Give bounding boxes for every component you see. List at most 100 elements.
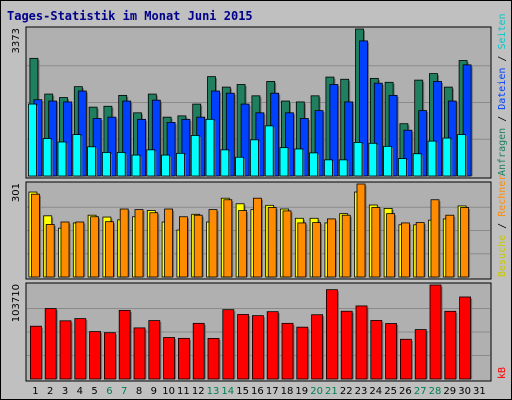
hits-bar-dateien-day-7 — [116, 152, 126, 177]
visits-bar-rechner-day-24 — [371, 207, 381, 278]
visits-bar-rechner-day-18 — [282, 210, 292, 278]
x-tick-label-day-14: 14 — [221, 386, 234, 397]
kbytes-bar-kb-day-30 — [459, 296, 472, 380]
x-tick-label-day-5: 5 — [91, 386, 97, 397]
visits-bar-rechner-day-4 — [75, 221, 85, 278]
kbytes-bar-kb-day-16 — [251, 315, 264, 380]
x-tick-label-day-13: 13 — [207, 386, 220, 397]
side-legend-0: Anfragen / Dateien / Seiten — [497, 13, 508, 176]
visits-bar-rechner-day-23 — [356, 183, 366, 278]
kbytes-bar-kb-day-21 — [325, 289, 338, 380]
kbytes-bar-kb-day-11 — [177, 337, 190, 380]
x-tick-label-day-28: 28 — [429, 386, 442, 397]
hits-bar-dateien-day-20 — [309, 152, 319, 177]
side-legend-text-kb: kB — [497, 367, 508, 379]
visits-bar-rechner-day-13 — [208, 209, 218, 278]
side-legend-text-anfragen: Anfragen — [497, 128, 508, 176]
hits-bar-dateien-day-19 — [294, 148, 304, 177]
visits-bar-rechner-day-28 — [430, 199, 440, 278]
hits-bar-dateien-day-11 — [175, 152, 185, 177]
x-tick-label-day-6: 6 — [106, 386, 112, 397]
kbytes-bar-kb-day-7 — [118, 309, 131, 380]
kbytes-bar-kb-day-6 — [104, 332, 116, 380]
x-tick-label-day-27: 27 — [414, 386, 427, 397]
x-tick-label-day-9: 9 — [151, 386, 157, 397]
hits-ymax-label: 3373 — [11, 28, 22, 53]
visits-bar-rechner-day-7 — [119, 208, 129, 278]
kbytes-bar-kb-day-13 — [207, 338, 220, 380]
hits-bar-dateien-day-15 — [235, 156, 245, 177]
hits-bar-dateien-day-1 — [27, 103, 37, 177]
hits-bar-dateien-day-29 — [442, 137, 452, 177]
visits-bar-rechner-day-6 — [105, 221, 114, 278]
kbytes-bar-kb-day-27 — [414, 329, 427, 380]
x-tick-label-day-16: 16 — [251, 386, 264, 397]
side-legend-text-dateien: Dateien — [497, 68, 508, 110]
hits-bar-dateien-day-16 — [249, 139, 259, 177]
x-tick-label-day-21: 21 — [325, 386, 338, 397]
kbytes-bar-kb-day-8 — [133, 327, 146, 380]
x-tick-label-day-15: 15 — [236, 386, 249, 397]
hits-bar-dateien-day-30 — [457, 134, 467, 177]
visits-bar-rechner-day-10 — [164, 208, 174, 278]
x-tick-label-day-23: 23 — [355, 386, 368, 397]
x-tick-label-day-4: 4 — [77, 386, 83, 397]
kbytes-bar-kb-day-25 — [385, 323, 398, 380]
visits-bar-rechner-day-25 — [386, 213, 396, 278]
kbytes-bar-kb-day-2 — [44, 308, 57, 380]
hits-bar-dateien-day-23 — [353, 142, 363, 177]
side-legend-text-rechner: Rechner — [497, 175, 508, 217]
side-legend-text-slash: / — [497, 110, 508, 128]
kbytes-bar-kb-day-24 — [370, 320, 383, 380]
kbytes-bar-kb-day-4 — [74, 318, 87, 380]
hits-bar-dateien-day-3 — [57, 141, 67, 177]
visits-bar-rechner-day-30 — [460, 207, 470, 278]
kbytes-bar-kb-day-15 — [237, 314, 250, 380]
hits-bar-dateien-day-17 — [264, 125, 274, 177]
visits-bar-rechner-day-5 — [90, 216, 99, 278]
x-tick-label-day-2: 2 — [47, 386, 53, 397]
hits-bar-dateien-day-2 — [42, 138, 52, 177]
visits-bar-rechner-day-19 — [297, 222, 307, 278]
kbytes-bar-kb-day-14 — [222, 309, 235, 380]
visits-bar-rechner-day-20 — [312, 222, 322, 278]
kbytes-bar-kb-day-19 — [296, 326, 309, 380]
x-tick-label-day-19: 19 — [295, 386, 308, 397]
kbytes-bar-kb-day-12 — [192, 322, 205, 380]
kbytes-bar-kb-day-23 — [355, 305, 368, 380]
hits-bar-dateien-day-13 — [205, 118, 215, 177]
side-legend-2: kB — [497, 367, 508, 379]
visits-bar-rechner-day-12 — [193, 214, 203, 278]
side-legend-text-besuche: Besuche — [497, 235, 508, 277]
kbytes-bar-kb-day-5 — [89, 331, 101, 380]
hits-bar-dateien-day-26 — [397, 158, 407, 177]
panel-visits: 301 — [11, 181, 492, 280]
visits-bar-rechner-day-14 — [223, 199, 233, 278]
kbytes-bar-kb-day-1 — [29, 325, 42, 380]
hits-bar-dateien-day-12 — [190, 135, 200, 177]
chart-title: Tages-Statistik im Monat Juni 2015 — [7, 9, 253, 23]
visits-ymax-label: 301 — [11, 183, 22, 202]
kbytes-bar-kb-day-26 — [399, 338, 412, 380]
hits-bar-dateien-day-4 — [72, 134, 82, 177]
kbytes-bar-kb-day-9 — [148, 320, 161, 380]
panel-hits: 3373 — [11, 26, 492, 179]
hits-bar-dateien-day-28 — [427, 140, 437, 177]
x-tick-label-day-17: 17 — [266, 386, 279, 397]
hits-bar-dateien-day-8 — [131, 154, 141, 177]
hits-bar-dateien-day-21 — [323, 159, 333, 177]
kbytes-bar-kb-day-22 — [340, 310, 353, 380]
visits-bar-rechner-day-3 — [60, 221, 70, 278]
kbytes-bar-kb-day-29 — [444, 310, 457, 380]
visits-bar-rechner-day-2 — [45, 224, 55, 278]
x-tick-label-day-29: 29 — [443, 386, 456, 397]
hits-bar-dateien-day-25 — [383, 145, 393, 177]
x-tick-label-day-7: 7 — [121, 386, 127, 397]
hits-bar-dateien-day-6 — [102, 152, 111, 177]
kbytes-bar-kb-day-17 — [266, 311, 279, 380]
visits-bar-rechner-day-16 — [252, 197, 262, 278]
hits-bar-dateien-day-18 — [279, 147, 289, 177]
visits-bar-rechner-day-21 — [326, 218, 336, 278]
visits-bar-rechner-day-15 — [238, 210, 248, 278]
